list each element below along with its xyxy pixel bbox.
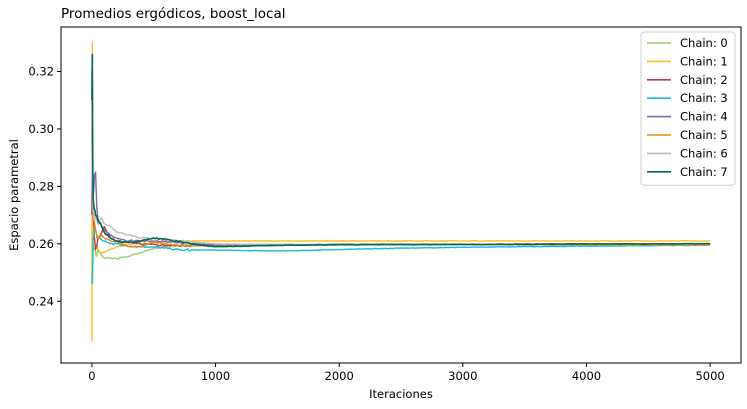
legend-label: Chain: 3 — [680, 91, 728, 105]
x-tick-label: 3000 — [448, 369, 477, 383]
legend-label: Chain: 1 — [680, 54, 728, 68]
legend-label: Chain: 2 — [680, 73, 728, 87]
series-line-1 — [91, 42, 711, 342]
series-line-3 — [91, 225, 711, 285]
y-axis-label: Espacio parametral — [7, 139, 21, 251]
series-line-7 — [91, 53, 711, 248]
series-line-4 — [91, 128, 711, 247]
y-tick-label: 0.28 — [28, 179, 54, 193]
x-tick-label: 0 — [88, 369, 95, 383]
series-line-5 — [91, 71, 711, 249]
series-lines — [91, 42, 711, 342]
x-tick-label: 4000 — [572, 369, 601, 383]
legend: Chain: 0 Chain: 1 Chain: 2 Chain: 3 Chain: 4… — [640, 31, 736, 186]
series-line-6 — [91, 123, 711, 246]
chart-title: Promedios ergódicos, boost_local — [61, 6, 285, 22]
axes: 0 1000 2000 3000 4000 5000 0.24 0.26 0.28 0.30 0.3… — [28, 26, 742, 383]
x-axis-label: Iteraciones — [369, 387, 433, 401]
x-tick-label: 2000 — [325, 369, 354, 383]
x-tick-label: 5000 — [695, 369, 724, 383]
y-tick-label: 0.26 — [28, 237, 54, 251]
x-tick-label: 1000 — [201, 369, 230, 383]
legend-label: Chain: 6 — [680, 146, 728, 160]
legend-label: Chain: 0 — [680, 36, 728, 50]
legend-label: Chain: 4 — [680, 110, 728, 124]
y-tick-label: 0.30 — [28, 122, 54, 136]
series-line-2 — [91, 156, 711, 251]
legend-box — [640, 31, 736, 186]
y-tick-label: 0.24 — [28, 294, 54, 308]
legend-label: Chain: 7 — [680, 165, 728, 179]
y-tick-label: 0.32 — [28, 65, 54, 79]
legend-label: Chain: 5 — [680, 128, 728, 142]
plot-frame — [60, 26, 742, 364]
